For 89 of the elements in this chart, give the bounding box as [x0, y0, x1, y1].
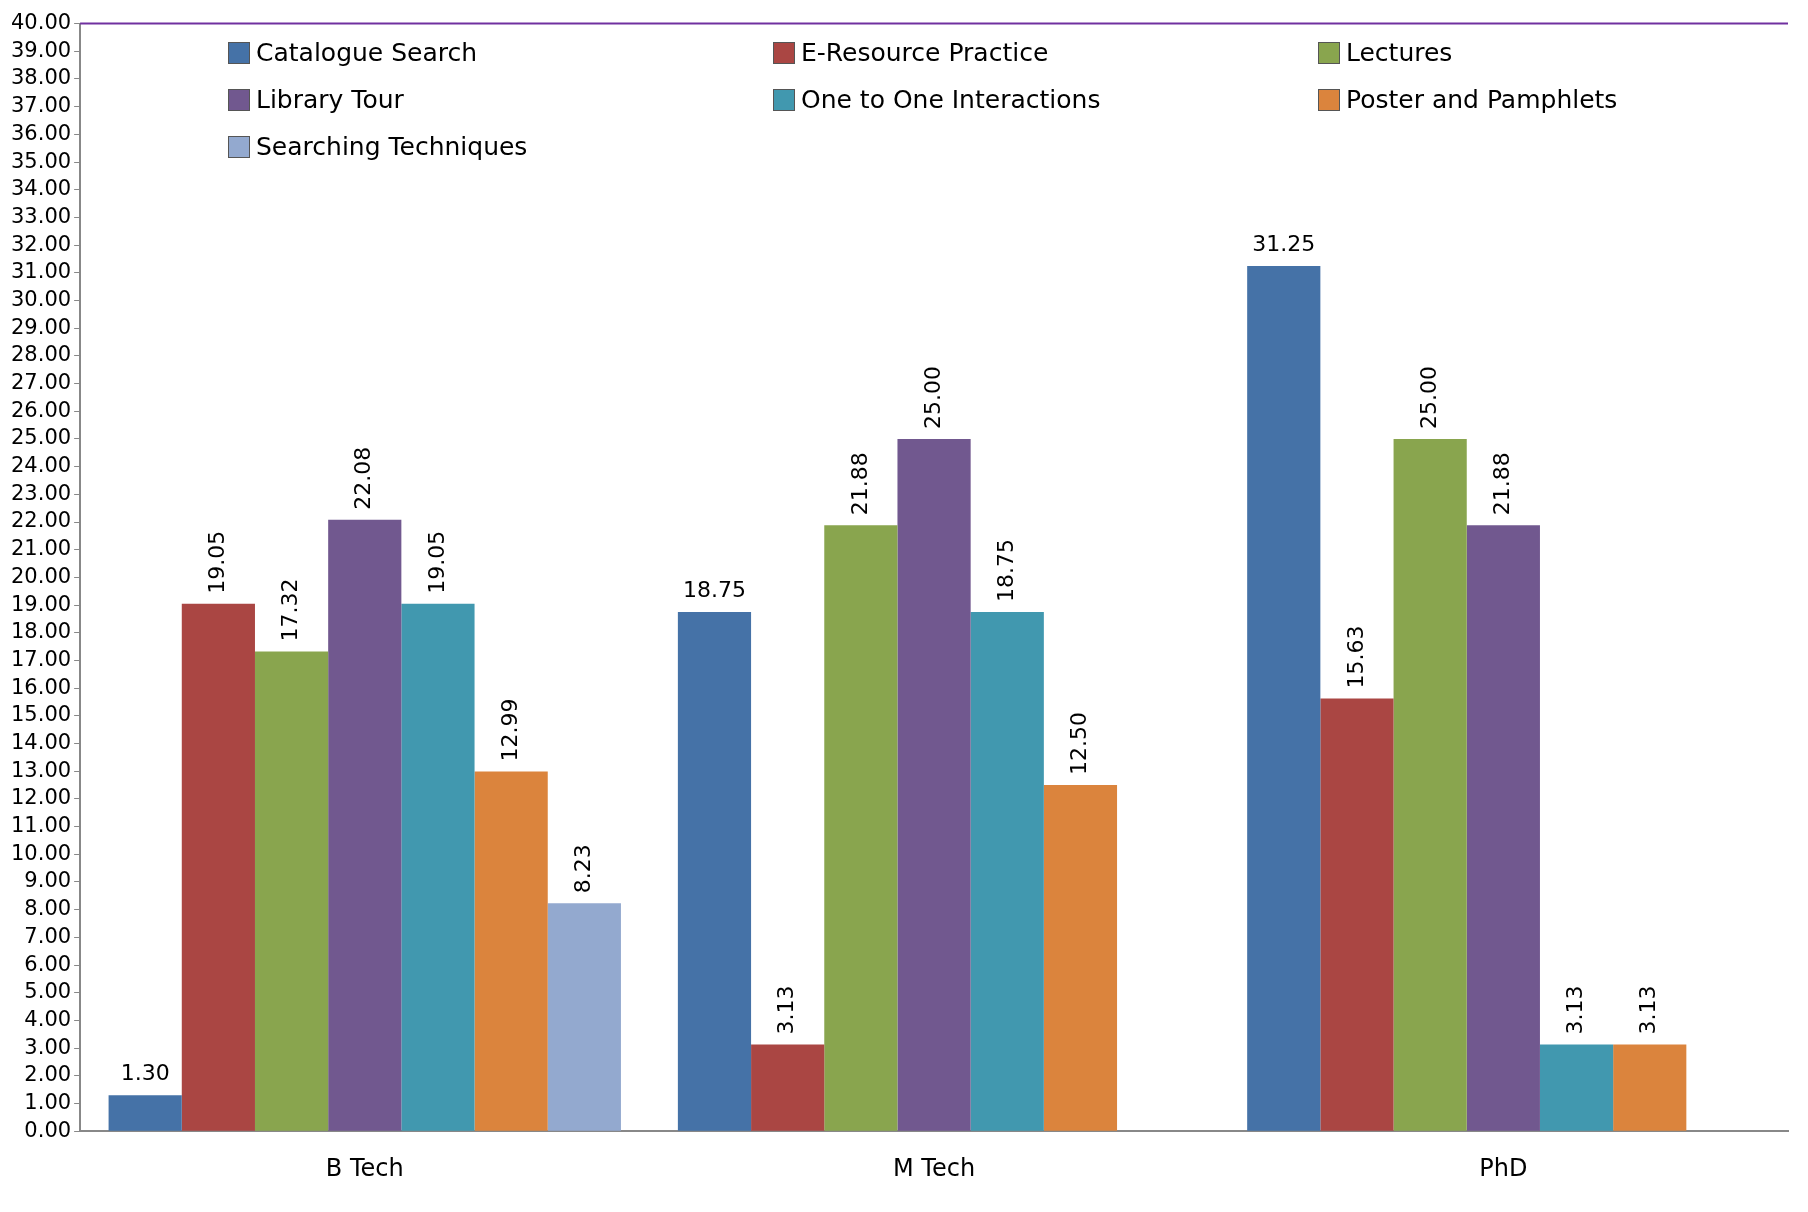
y-tick-label: 31.00 — [10, 259, 72, 284]
y-tick-label: 6.00 — [24, 951, 72, 976]
y-tick-label: 3.00 — [24, 1034, 72, 1059]
bar — [401, 603, 475, 1131]
y-tick-label: 24.00 — [10, 453, 72, 478]
bar — [1393, 438, 1467, 1131]
x-tick-label: B Tech — [325, 1153, 404, 1182]
y-tick-label: 9.00 — [24, 868, 72, 893]
y-tick-label: 20.00 — [10, 563, 72, 588]
y-tick-label: 22.00 — [10, 508, 72, 533]
y-tick-label: 23.00 — [10, 480, 72, 505]
y-tick-label: 1.00 — [24, 1089, 72, 1114]
y-tick-label: 15.00 — [10, 702, 72, 727]
data-label: 1.30 — [120, 1059, 170, 1085]
bar — [970, 612, 1044, 1131]
x-tick-label: M Tech — [893, 1153, 976, 1182]
legend-label: Catalogue Search — [256, 38, 478, 67]
y-tick-label: 26.00 — [10, 397, 72, 422]
data-label: 31.25 — [1252, 230, 1316, 256]
data-label: 22.08 — [350, 446, 376, 510]
y-tick-label: 18.00 — [10, 619, 72, 644]
data-label: 21.88 — [1489, 452, 1515, 516]
bar — [547, 903, 621, 1131]
y-tick-label: 2.00 — [24, 1062, 72, 1087]
data-label: 8.23 — [570, 844, 596, 894]
y-tick-label: 11.00 — [10, 813, 72, 838]
data-label: 21.88 — [846, 452, 872, 516]
data-label: 25.00 — [919, 365, 945, 429]
y-tick-label: 25.00 — [10, 425, 72, 450]
legend-label: Poster and Pamphlets — [1346, 85, 1618, 114]
y-tick-label: 34.00 — [10, 176, 72, 201]
y-tick-label: 17.00 — [10, 646, 72, 671]
data-label: 18.75 — [682, 576, 746, 602]
y-tick-label: 38.00 — [10, 65, 72, 90]
data-label: 12.99 — [496, 698, 522, 762]
data-label: 3.13 — [1562, 985, 1588, 1035]
bar — [677, 612, 752, 1131]
data-label: 15.63 — [1342, 625, 1368, 689]
bar — [1539, 1044, 1614, 1131]
y-tick-label: 4.00 — [24, 1006, 72, 1031]
bar — [1043, 785, 1118, 1131]
bar — [108, 1095, 182, 1131]
bar — [1613, 1044, 1687, 1131]
bar — [751, 1044, 825, 1131]
y-tick-label: 35.00 — [10, 148, 72, 173]
data-label: 19.05 — [423, 530, 449, 594]
y-tick-label: 0.00 — [24, 1117, 72, 1142]
y-tick-label: 16.00 — [10, 674, 72, 699]
y-tick-label: 37.00 — [10, 93, 72, 118]
y-tick-label: 10.00 — [10, 840, 72, 865]
y-tick-label: 28.00 — [10, 342, 72, 367]
bar — [897, 438, 971, 1131]
y-tick-label: 30.00 — [10, 286, 72, 311]
y-tick-label: 27.00 — [10, 370, 72, 395]
legend-label: Lectures — [1346, 38, 1453, 67]
bar — [1247, 265, 1321, 1131]
y-tick-label: 14.00 — [10, 729, 72, 754]
y-tick-label: 40.00 — [10, 10, 72, 35]
legend-label: One to One Interactions — [801, 85, 1101, 114]
y-tick-label: 33.00 — [10, 203, 72, 228]
y-tick-label: 29.00 — [10, 314, 72, 339]
y-tick-label: 36.00 — [10, 120, 72, 145]
bar — [328, 519, 402, 1131]
bar — [1466, 525, 1540, 1131]
x-tick-label: PhD — [1479, 1153, 1528, 1182]
y-tick-label: 7.00 — [24, 923, 72, 948]
data-label: 3.13 — [1635, 985, 1661, 1035]
y-tick-label: 12.00 — [10, 785, 72, 810]
data-label: 12.50 — [1066, 712, 1092, 776]
y-tick-label: 39.00 — [10, 37, 72, 62]
legend-label: E-Resource Practice — [801, 38, 1049, 67]
y-tick-label: 8.00 — [24, 896, 72, 921]
data-label: 18.75 — [992, 539, 1018, 603]
y-tick-label: 13.00 — [10, 757, 72, 782]
data-label: 25.00 — [1415, 365, 1441, 429]
y-tick-label: 5.00 — [24, 979, 72, 1004]
bar — [474, 771, 548, 1131]
y-tick-label: 21.00 — [10, 536, 72, 561]
bar — [254, 651, 329, 1131]
data-label: 19.05 — [204, 530, 230, 594]
legend-label: Library Tour — [256, 85, 404, 114]
y-tick-label: 19.00 — [10, 591, 72, 616]
bar — [181, 603, 255, 1131]
bar — [1320, 698, 1394, 1131]
legend-label: Searching Techniques — [256, 132, 528, 161]
bar — [824, 525, 898, 1131]
y-tick-label: 32.00 — [10, 231, 72, 256]
data-label: 17.32 — [277, 578, 303, 642]
data-label: 3.13 — [773, 985, 799, 1035]
